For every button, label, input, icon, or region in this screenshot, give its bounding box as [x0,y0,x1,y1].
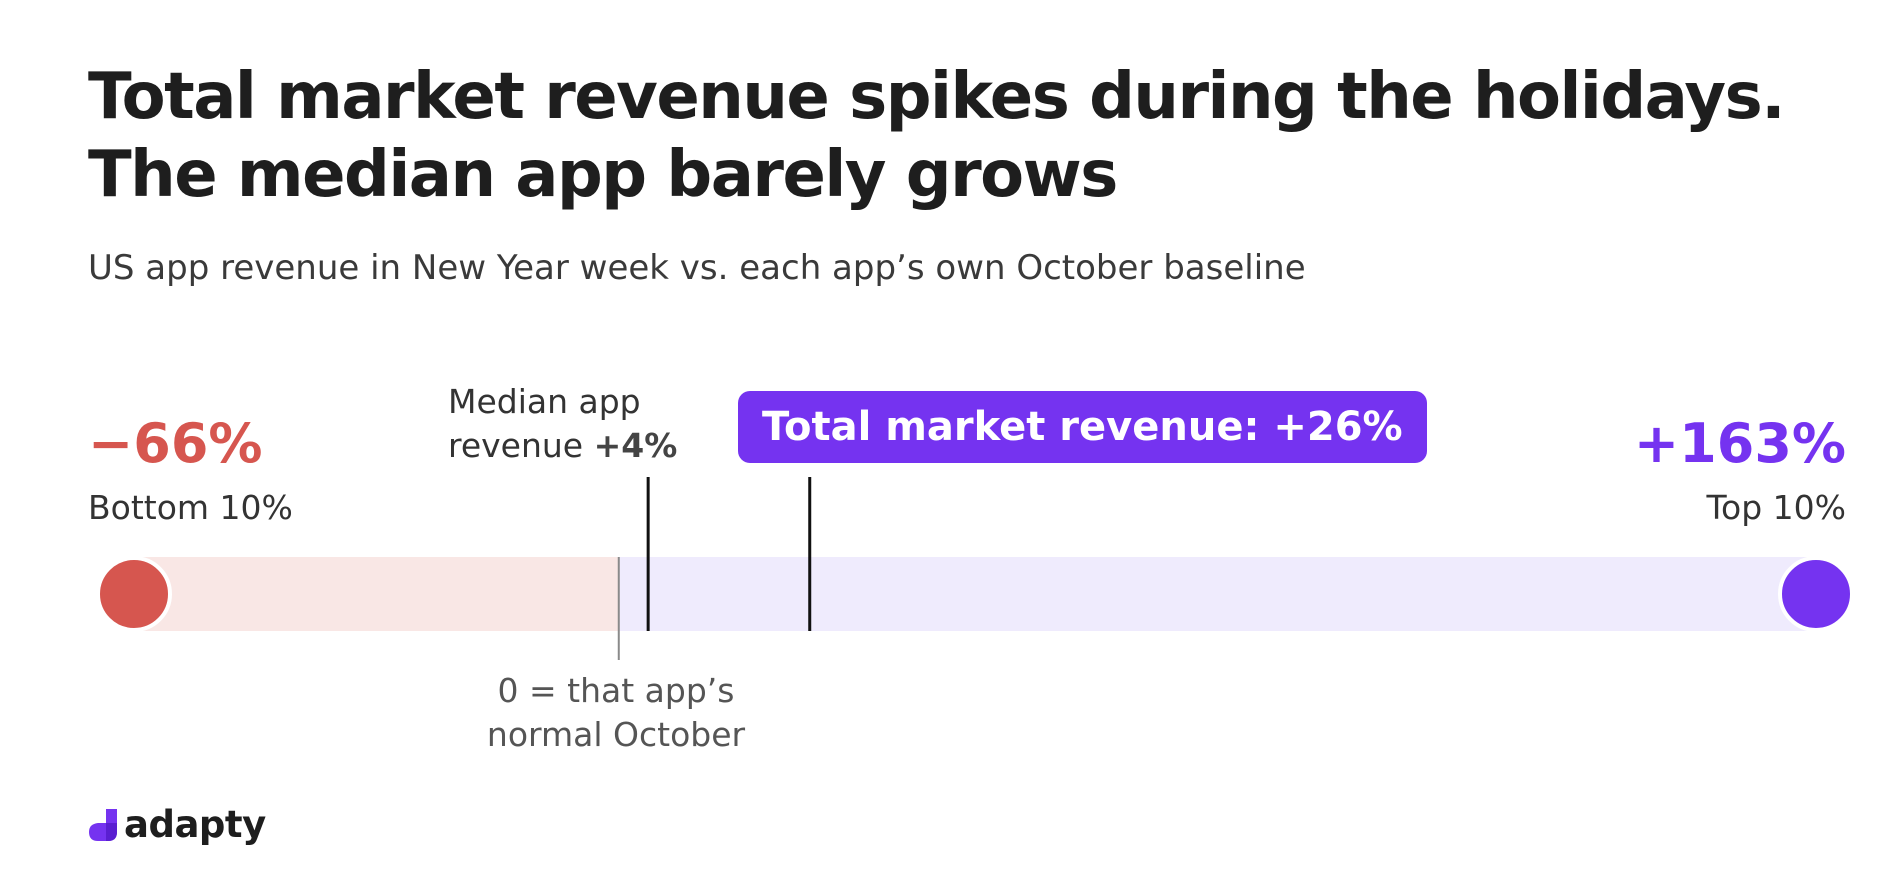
title-line-2: The median app barely grows [88,138,1118,212]
baseline-label-line-1: 0 = that app’s [497,671,735,710]
title-line-1: Total market revenue spikes during the h… [88,60,1786,134]
bottom-10-value: −66% [88,412,263,475]
median-annotation: Median app revenue +4% [448,380,677,468]
positive-range-track [618,557,1816,631]
median-label-line-1: Median app [448,382,641,421]
bottom-10-dot [96,556,172,632]
total-market-badge: Total market revenue: +26% [738,391,1427,463]
top-10-dot [1778,556,1854,632]
top-10-label: Top 10% [1706,488,1846,527]
adapty-logo: adapty [88,803,266,846]
chart-subtitle: US app revenue in New Year week vs. each… [88,248,1306,288]
adapty-logo-icon [89,808,117,841]
median-label-line-2: revenue [448,426,584,465]
baseline-label: 0 = that app’s normal October [440,669,792,757]
chart-title: Total market revenue spikes during the h… [88,58,1786,214]
median-value: +4% [593,426,678,465]
adapty-logo-text: adapty [124,803,266,846]
top-10-value: +163% [1633,412,1846,475]
baseline-label-line-2: normal October [486,715,746,754]
bottom-10-label: Bottom 10% [88,488,293,527]
negative-range-track [134,557,619,631]
